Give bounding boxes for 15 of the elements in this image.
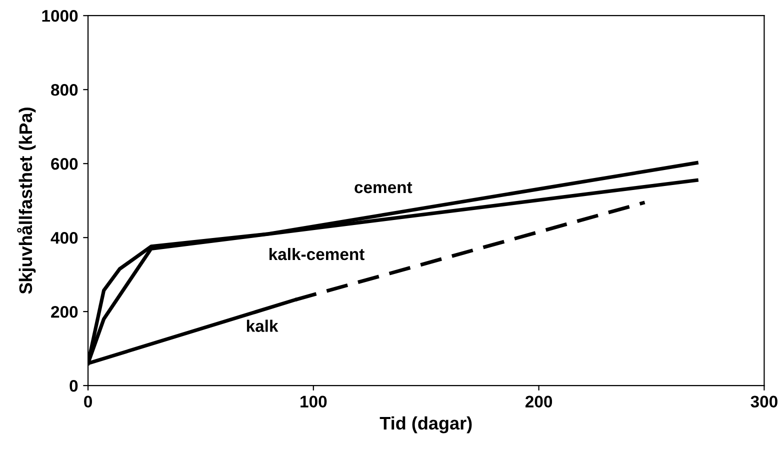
y-tick-label: 1000 [42,10,78,22]
x-tick-label: 200 [525,396,552,408]
y-tick-label: 0 [70,380,78,392]
y-tick-label: 200 [51,306,78,318]
y-axis-title: Skjuvhållfasthet (kPa) [17,108,36,294]
x-axis-title: Tid (dagar) [380,416,472,434]
series-label: cement [354,182,412,194]
x-tick-label: 100 [300,396,327,408]
y-tick-label: 400 [50,232,78,244]
series-label: kalk [246,320,278,332]
series-label: kalk-cement [270,248,364,260]
x-tick-label: 300 [750,396,778,408]
x-tick-label: 0 [84,396,92,408]
y-tick-label: 600 [51,158,78,170]
y-tick-label: 800 [51,84,78,96]
